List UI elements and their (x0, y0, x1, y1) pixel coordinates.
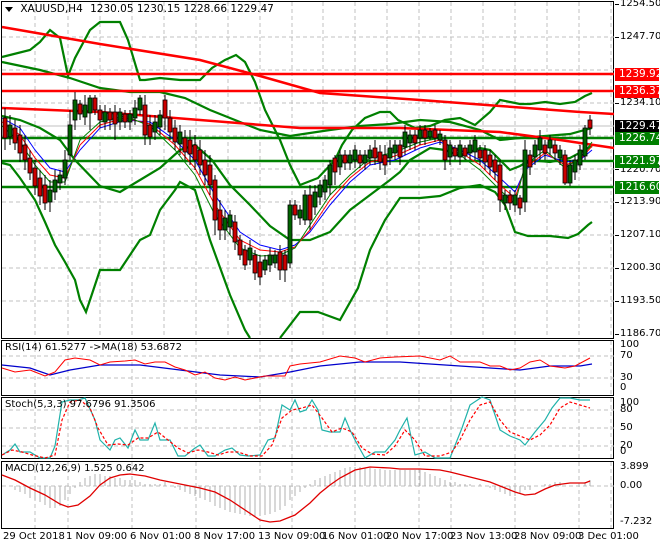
chart-header: XAUUSD,H4 1230.05 1230.15 1228.66 1229.4… (5, 3, 274, 15)
time-label: 1 Nov 09:00 (66, 531, 128, 542)
price-tick: 1254.50 (620, 0, 660, 9)
price-tick: 1213.90 (620, 196, 660, 207)
symbol-timeframe: XAUUSD,H4 (20, 3, 83, 15)
rsi-tick: 100 (620, 339, 640, 350)
stoch-tick: 50 (620, 422, 633, 433)
level-tag-1216: 1216.60 (615, 181, 660, 194)
price-tick: 1247.70 (620, 31, 660, 42)
level-tag-1226: 1226.74 (615, 132, 660, 145)
candlesticks (2, 92, 593, 285)
macd-title: MACD(12,26,9) 1.525 0.642 (5, 463, 145, 474)
price-tick: 1186.70 (620, 328, 660, 339)
time-label: 13 Nov 09:00 (258, 531, 326, 542)
price-tick: 1220.70 (620, 164, 660, 175)
time-label: 3 Dec 01:00 (578, 531, 639, 542)
current-price-tag: 1229.47 (615, 120, 660, 133)
moving-averages (1, 115, 593, 257)
stoch-tick: 20 (620, 440, 633, 451)
time-label: 20 Nov 17:00 (386, 531, 454, 542)
time-label: 6 Nov 01:00 (130, 531, 192, 542)
time-label: 28 Nov 09:00 (514, 531, 582, 542)
horizontal-levels (2, 72, 614, 189)
time-label: 16 Nov 01:00 (322, 531, 390, 542)
macd-tick: 0.00 (620, 480, 643, 491)
rsi-tick: 30 (620, 372, 633, 383)
price-tick: 1200.30 (620, 262, 660, 273)
price-tick: 1207.10 (620, 229, 660, 240)
price-tick: 1234.10 (620, 97, 660, 108)
time-label: 8 Nov 17:00 (194, 531, 256, 542)
level-tag-1221: 1221.97 (615, 155, 660, 168)
macd-panel[interactable] (1, 461, 614, 529)
rsi-tick: 70 (620, 350, 633, 361)
rsi-title: RSI(14) 61.5277 ->MA(18) 53.6872 (5, 342, 182, 353)
stoch-tick: 0 (620, 446, 627, 457)
time-label: 23 Nov 13:00 (450, 531, 518, 542)
stoch-tick: 100 (620, 397, 640, 408)
ohlc-values: 1230.05 1230.15 1228.66 1229.47 (90, 3, 274, 15)
main-grid (2, 2, 614, 338)
stochastic-title: Stoch(5,3,3) 97.6796 91.3506 (5, 399, 156, 410)
level-tag-1236: 1236.37 (615, 85, 660, 98)
price-tick: 1193.50 (620, 295, 660, 306)
rsi-tick: 0 (620, 382, 627, 393)
macd-tick: 3.899 (620, 461, 649, 472)
macd-tick: -7.232 (620, 516, 653, 527)
time-label: 29 Oct 2018 (3, 531, 65, 542)
triangle-down-icon[interactable] (5, 6, 13, 12)
stoch-tick: 80 (620, 404, 633, 415)
level-tag-1239: 1239.92 (615, 68, 660, 81)
